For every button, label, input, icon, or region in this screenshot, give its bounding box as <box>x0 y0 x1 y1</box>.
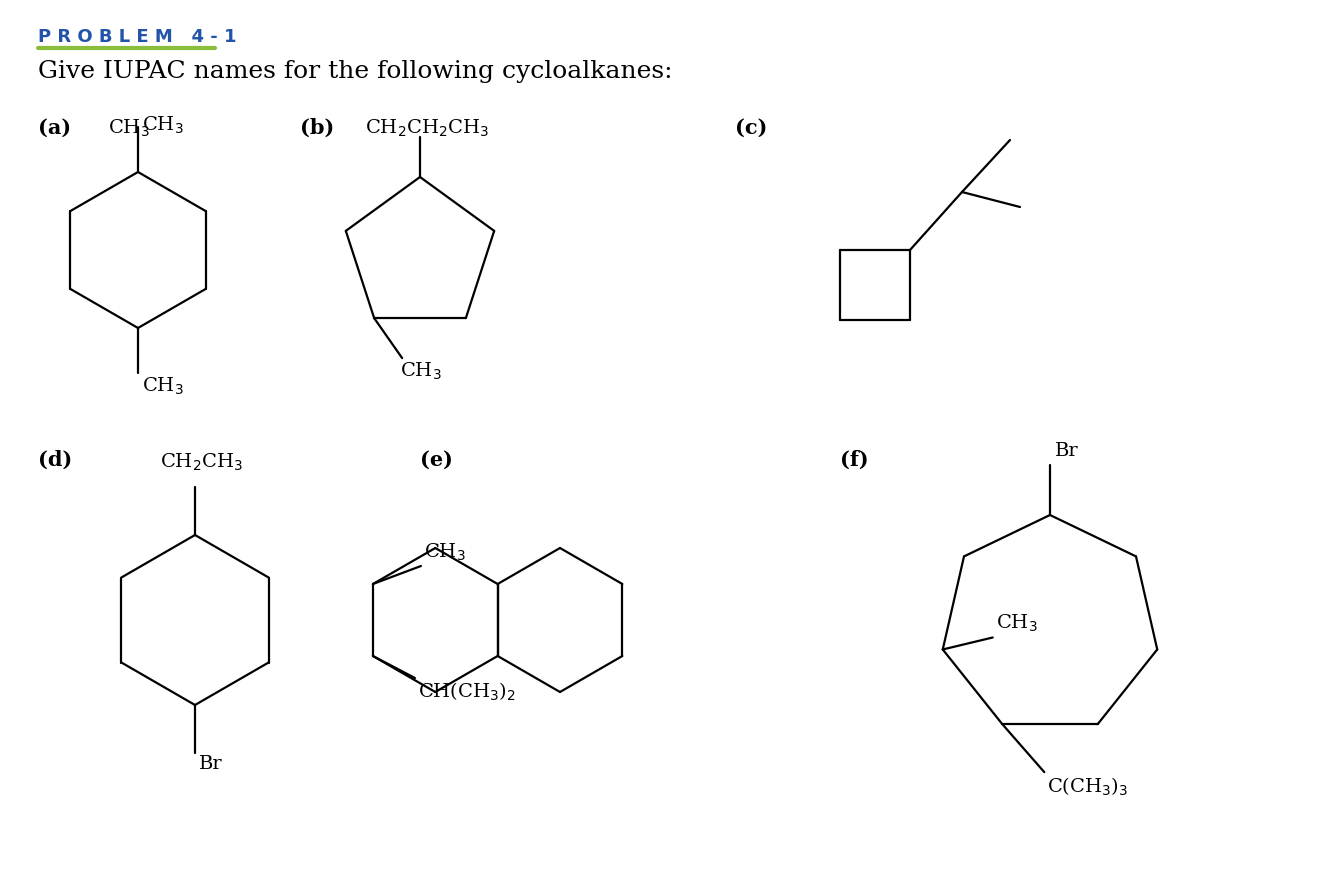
Text: C(CH$_3$)$_3$: C(CH$_3$)$_3$ <box>1047 776 1129 798</box>
Text: CH(CH$_3$)$_2$: CH(CH$_3$)$_2$ <box>418 681 516 704</box>
Text: Br: Br <box>199 755 223 773</box>
Text: Br: Br <box>1055 442 1078 460</box>
Text: (e): (e) <box>420 450 453 470</box>
Text: CH$_3$: CH$_3$ <box>142 376 183 397</box>
Text: P R O B L E M   4 - 1: P R O B L E M 4 - 1 <box>37 28 236 46</box>
Text: CH$_2$CH$_2$CH$_3$: CH$_2$CH$_2$CH$_3$ <box>365 118 489 139</box>
Text: (c): (c) <box>735 118 767 138</box>
Text: CH$_3$: CH$_3$ <box>424 542 466 563</box>
Text: (d): (d) <box>37 450 72 470</box>
Text: CH$_3$: CH$_3$ <box>401 361 442 382</box>
Text: CH$_3$: CH$_3$ <box>142 115 183 136</box>
Text: Give IUPAC names for the following cycloalkanes:: Give IUPAC names for the following cyclo… <box>37 60 672 83</box>
Text: (b): (b) <box>301 118 334 138</box>
Text: CH$_3$: CH$_3$ <box>108 118 150 139</box>
Text: CH$_3$: CH$_3$ <box>995 613 1038 634</box>
Text: CH$_2$CH$_3$: CH$_2$CH$_3$ <box>160 452 243 473</box>
Text: (f): (f) <box>840 450 868 470</box>
Text: (a): (a) <box>37 118 71 138</box>
